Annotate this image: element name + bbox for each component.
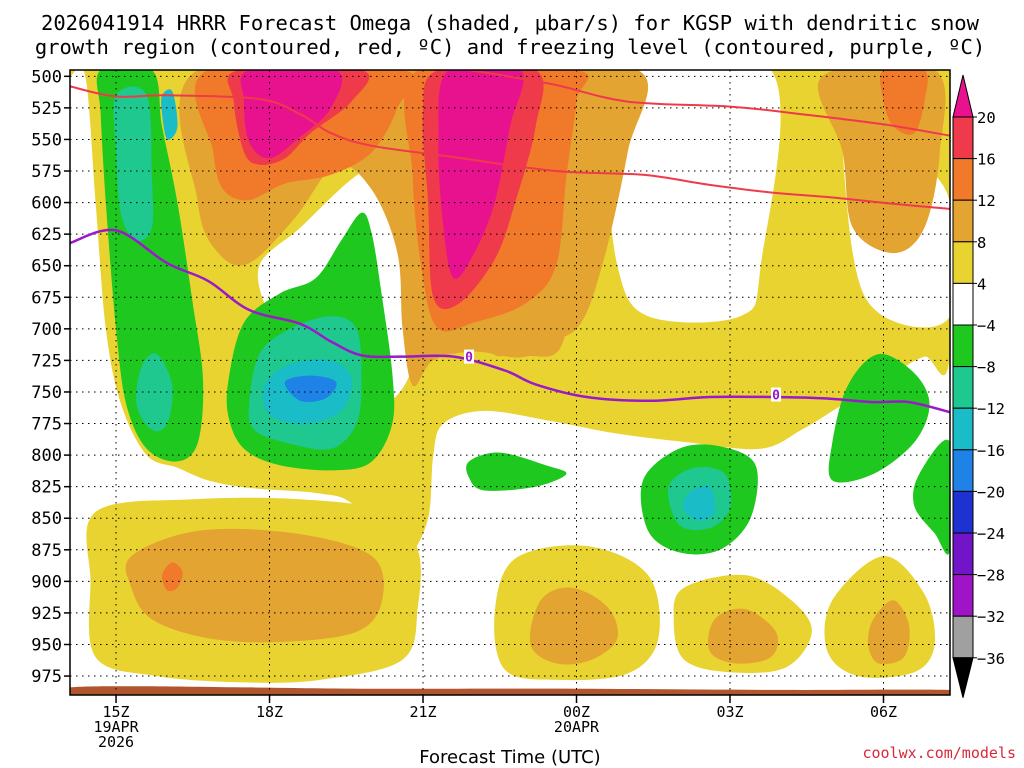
colorbar-label-9: −20 <box>977 483 1005 501</box>
x-tick-label-03Z-0: 03Z <box>716 703 743 721</box>
colorbar-label-11: −28 <box>977 567 1005 585</box>
freezing-level-label-bg-0 <box>464 349 475 364</box>
plot-area: 00 <box>70 70 950 695</box>
chart-title-line-2: growth region (contoured, red, ºC) and f… <box>35 35 985 59</box>
omega-region-21 <box>240 70 342 159</box>
y-tick-label-925: 925 <box>31 604 62 624</box>
x-axis-title: Forecast Time (UTC) <box>419 747 600 768</box>
colorbar-label-10: −24 <box>977 525 1005 543</box>
colorbar-segment-4 <box>952 282 974 326</box>
colorbar-label-5: −4 <box>977 317 996 335</box>
colorbar-segment-0 <box>952 116 974 160</box>
plot-frame <box>69 69 951 696</box>
colorbar-segment-6 <box>952 366 974 409</box>
y-tick-label-775: 775 <box>31 415 62 435</box>
omega-region-35 <box>683 485 716 521</box>
y-tick-label-850: 850 <box>31 509 62 529</box>
y-tick-label-625: 625 <box>31 225 62 245</box>
colorbar-label-4: 4 <box>977 275 986 293</box>
freezing-level-label-1: 0 <box>772 388 780 403</box>
omega-region-28 <box>913 439 950 555</box>
x-tick-label-15Z-2: 2026 <box>98 733 134 751</box>
x-tick-label-21Z-0: 21Z <box>409 703 436 721</box>
colorbar-segment-11 <box>952 574 974 617</box>
colorbar-segment-9 <box>952 490 974 534</box>
colorbar-segment-2 <box>952 199 974 243</box>
dendritic-growth-lower-contour <box>70 85 950 210</box>
colorbar-segment-7 <box>952 407 974 451</box>
y-tick-label-875: 875 <box>31 541 62 561</box>
omega-region-13 <box>707 608 779 664</box>
colorbar-segment-12 <box>952 615 974 659</box>
omega-region-5 <box>598 70 781 323</box>
x-tick-label-15Z-1: 19APR <box>93 718 139 736</box>
omega-region-36 <box>284 375 337 403</box>
colorbar: 20 16 12 8 4 −4 −8 −12 −16 −20 −24 −28 −32 −36 <box>952 74 1005 698</box>
colorbar-segment-1 <box>952 158 974 201</box>
chart-title-line-1: 2026041914 HRRR Forecast Omega (shaded, … <box>41 11 980 35</box>
colorbar-segment-8 <box>952 449 974 492</box>
y-tick-label-700: 700 <box>31 320 62 340</box>
colorbar-label-3: 8 <box>977 234 986 252</box>
freezing-level-contour <box>70 228 950 414</box>
omega-region-22 <box>438 70 524 279</box>
credit-text[interactable]: coolwx.com/models <box>862 744 1016 762</box>
y-tick-label-900: 900 <box>31 572 62 592</box>
omega-region-27 <box>828 353 930 483</box>
y-tick-label-750: 750 <box>31 383 62 403</box>
x-tick-label-18Z-0: 18Z <box>256 703 283 721</box>
x-tick-label-00Z-1: 20APR <box>554 718 600 736</box>
x-tick-label-00Z-0: 00Z <box>563 703 590 721</box>
omega-region-11 <box>125 528 384 643</box>
colorbar-label-8: −16 <box>977 442 1005 460</box>
y-tick-label-650: 650 <box>31 257 62 277</box>
y-tick-label-675: 675 <box>31 288 62 308</box>
omega-region-25 <box>466 452 567 491</box>
colorbar-segment-3 <box>952 241 974 284</box>
colorbar-label-2: 12 <box>977 192 996 210</box>
freezing-level-label-bg-1 <box>771 387 782 402</box>
colorbar-label-0: 20 <box>977 109 996 127</box>
x-tick-label-06Z-0: 06Z <box>870 703 897 721</box>
colorbar-label-7: −12 <box>977 400 1005 418</box>
omega-shading <box>70 70 950 695</box>
colorbar-segment-10 <box>952 532 974 576</box>
omega-region-14 <box>867 600 910 665</box>
contour-lines: 00 <box>70 70 950 414</box>
omega-region-12 <box>529 587 619 665</box>
colorbar-label-12: −32 <box>977 608 1005 626</box>
y-tick-label-975: 975 <box>31 667 62 687</box>
colorbar-label-13: −36 <box>977 650 1005 668</box>
colorbar-label-1: 16 <box>977 151 996 169</box>
y-axis: 500 525 550 575 600 625 650 675 700 725 750 775 800 8… <box>31 67 70 687</box>
y-tick-label-800: 800 <box>31 446 62 466</box>
dendritic-growth-upper-contour <box>468 70 950 137</box>
terrain-ground-band <box>70 686 950 695</box>
y-tick-label-725: 725 <box>31 351 62 371</box>
omega-region-17 <box>880 70 928 135</box>
omega-region-18 <box>161 562 183 592</box>
x-tick-label-15Z-0: 15Z <box>102 703 129 721</box>
y-tick-label-550: 550 <box>31 130 62 150</box>
y-tick-label-525: 525 <box>31 99 62 119</box>
gridlines <box>70 70 950 695</box>
y-tick-label-950: 950 <box>31 635 62 655</box>
y-tick-label-500: 500 <box>31 67 62 87</box>
y-tick-label-600: 600 <box>31 194 62 214</box>
colorbar-segment-5 <box>952 324 974 368</box>
omega-region-33 <box>161 89 178 140</box>
y-tick-label-825: 825 <box>31 478 62 498</box>
colorbar-bottom-arrow <box>952 657 974 698</box>
y-tick-label-575: 575 <box>31 162 62 182</box>
freezing-level-label-0: 0 <box>465 351 473 366</box>
colorbar-label-6: −8 <box>977 359 996 377</box>
colorbar-top-arrow <box>952 74 974 118</box>
